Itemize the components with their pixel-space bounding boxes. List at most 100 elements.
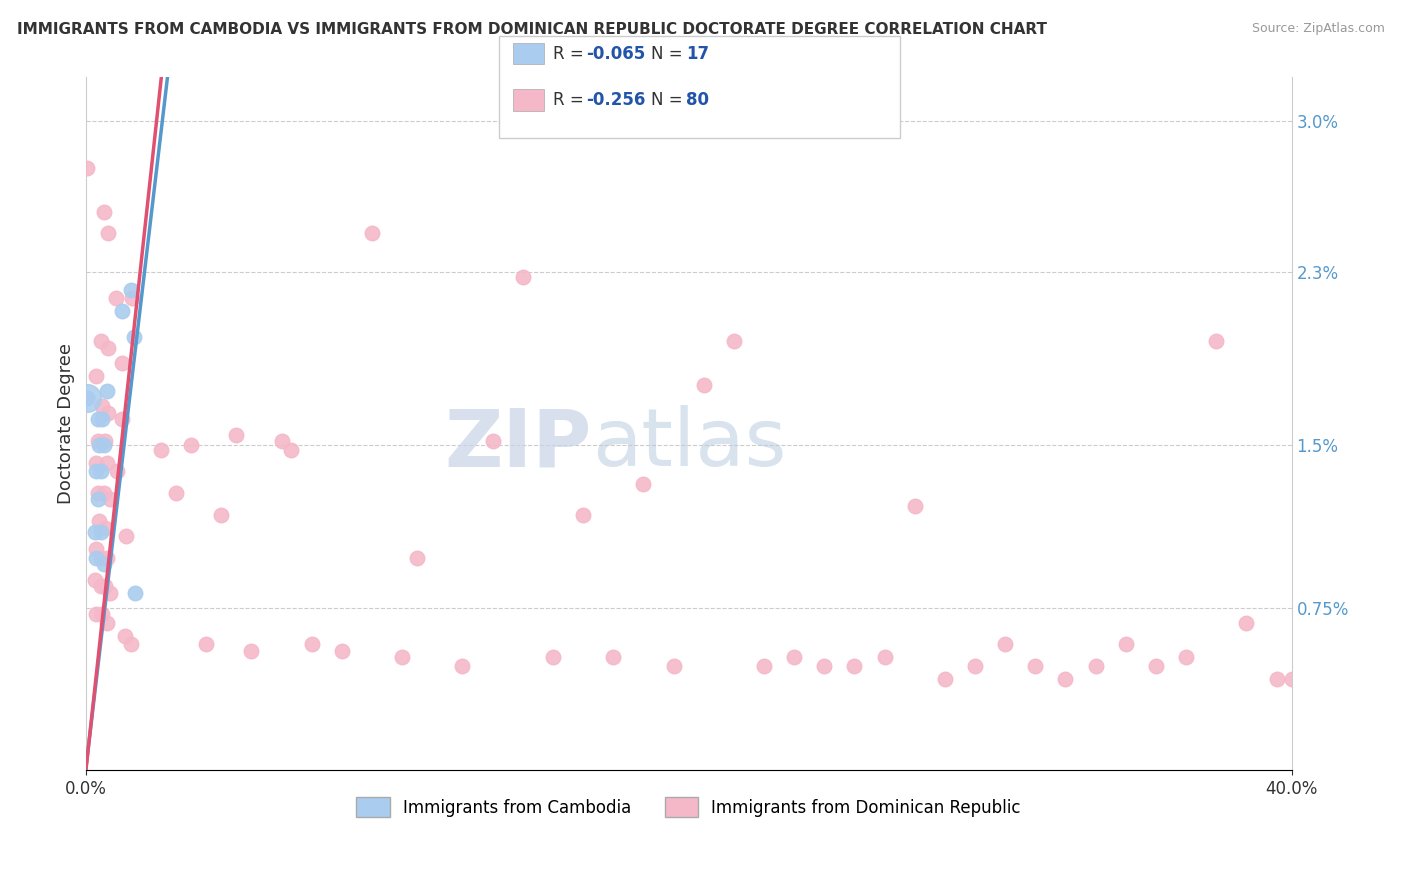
Point: [105, 464, 128, 478]
Point: [104, 291, 127, 305]
Point: [84, 550, 107, 565]
Point: [1205, 334, 1227, 349]
Point: [90, 334, 112, 349]
Point: [76, 391, 98, 405]
Point: [89, 514, 111, 528]
Point: [844, 659, 866, 673]
Point: [813, 659, 835, 673]
Point: [1175, 650, 1198, 665]
Point: [98, 585, 121, 599]
Point: [1234, 615, 1257, 630]
Point: [84, 456, 107, 470]
Point: [91, 412, 114, 426]
Point: [512, 269, 534, 284]
Point: [1084, 659, 1107, 673]
Point: [96, 550, 118, 565]
Point: [873, 650, 896, 665]
Point: [97, 341, 120, 355]
Point: [1024, 659, 1046, 673]
Text: N =: N =: [651, 91, 688, 109]
Text: IMMIGRANTS FROM CAMBODIA VS IMMIGRANTS FROM DOMINICAN REPUBLIC DOCTORATE DEGREE : IMMIGRANTS FROM CAMBODIA VS IMMIGRANTS F…: [17, 22, 1047, 37]
Point: [406, 550, 429, 565]
Point: [120, 283, 142, 297]
Point: [122, 330, 145, 344]
Point: [86, 434, 108, 448]
Point: [84, 607, 107, 622]
Point: [934, 672, 956, 686]
Point: [209, 508, 232, 522]
Point: [90, 464, 112, 478]
Point: [94, 520, 117, 534]
Point: [90, 524, 112, 539]
Point: [195, 638, 218, 652]
Point: [1265, 672, 1288, 686]
Point: [76, 391, 98, 405]
Point: [86, 412, 108, 426]
Point: [90, 550, 112, 565]
Text: R =: R =: [553, 91, 589, 109]
Point: [90, 579, 112, 593]
Point: [86, 492, 108, 507]
Point: [97, 227, 120, 241]
Point: [963, 659, 986, 673]
Point: [84, 369, 107, 384]
Text: 80: 80: [686, 91, 709, 109]
Point: [149, 442, 172, 457]
Point: [270, 434, 292, 448]
Point: [180, 438, 202, 452]
Point: [662, 659, 685, 673]
Point: [280, 442, 302, 457]
Point: [98, 492, 121, 507]
Point: [1054, 672, 1077, 686]
Point: [93, 558, 115, 572]
Point: [124, 585, 146, 599]
Point: [752, 659, 775, 673]
Point: [96, 456, 118, 470]
Point: [93, 486, 115, 500]
Point: [84, 464, 107, 478]
Text: -0.256: -0.256: [586, 91, 645, 109]
Point: [96, 615, 118, 630]
Point: [93, 438, 115, 452]
Point: [91, 607, 114, 622]
Point: [165, 486, 187, 500]
Point: [783, 650, 806, 665]
Point: [361, 227, 384, 241]
Point: [93, 204, 115, 219]
Point: [692, 377, 714, 392]
Point: [114, 629, 136, 643]
Point: [904, 499, 927, 513]
Point: [97, 406, 120, 420]
Point: [723, 334, 745, 349]
Point: [240, 644, 263, 658]
Point: [111, 412, 134, 426]
Point: [84, 542, 107, 557]
Text: Source: ZipAtlas.com: Source: ZipAtlas.com: [1251, 22, 1385, 36]
Text: 17: 17: [686, 45, 709, 62]
Point: [481, 434, 503, 448]
Text: R =: R =: [553, 45, 589, 62]
Text: N =: N =: [651, 45, 688, 62]
Point: [89, 438, 111, 452]
Point: [94, 434, 117, 448]
Point: [83, 524, 105, 539]
Point: [1281, 672, 1303, 686]
Text: atlas: atlas: [592, 406, 786, 483]
Point: [94, 579, 117, 593]
Point: [1115, 638, 1137, 652]
Point: [301, 638, 323, 652]
Point: [120, 638, 142, 652]
Point: [83, 573, 105, 587]
Point: [76, 161, 98, 176]
Point: [96, 384, 118, 399]
Point: [541, 650, 564, 665]
Point: [91, 400, 114, 414]
Point: [330, 644, 353, 658]
Point: [633, 477, 655, 491]
Text: -0.065: -0.065: [586, 45, 645, 62]
Point: [111, 304, 134, 318]
Point: [602, 650, 624, 665]
Point: [1144, 659, 1167, 673]
Point: [451, 659, 474, 673]
Point: [121, 291, 143, 305]
